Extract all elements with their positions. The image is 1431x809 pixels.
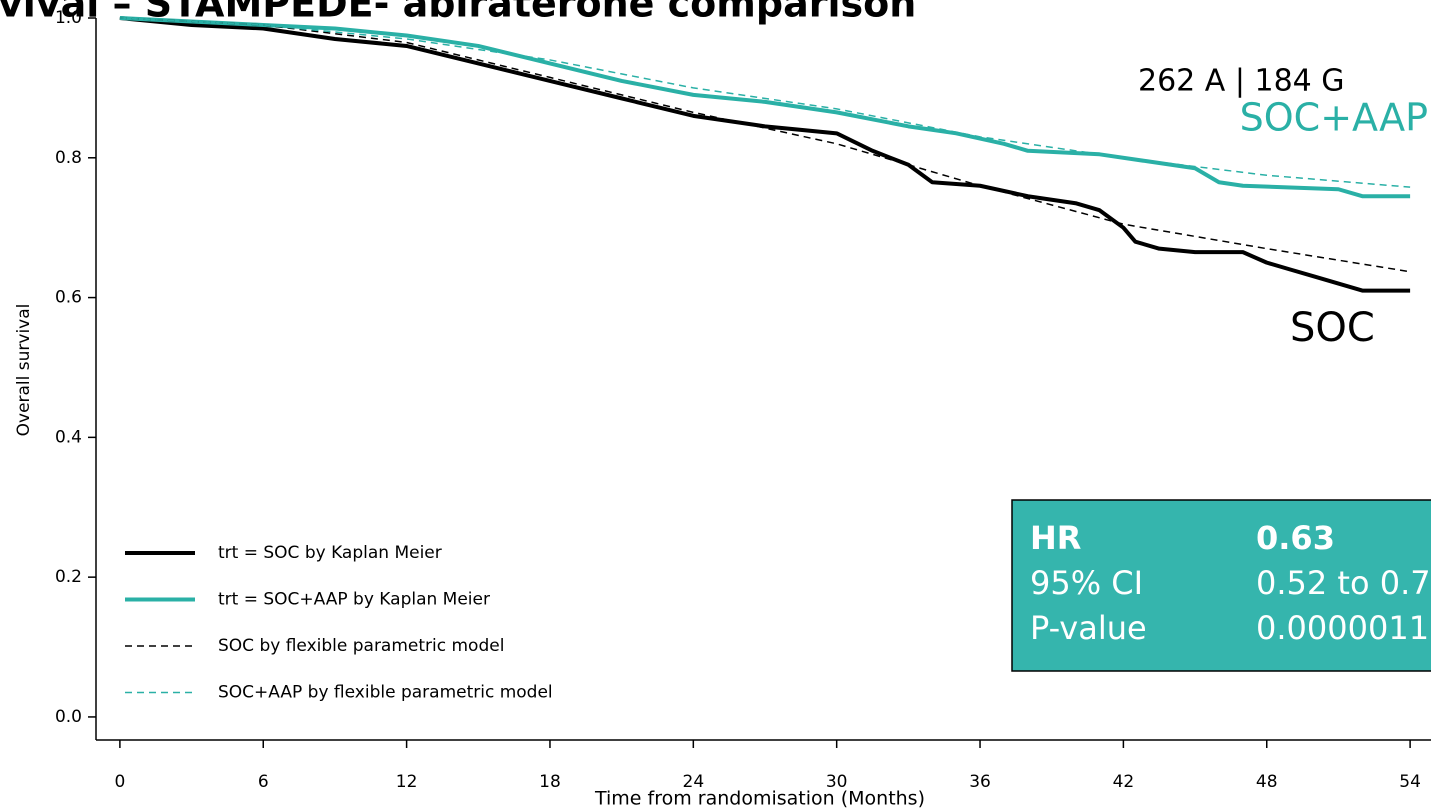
survival-line bbox=[119, 16, 1411, 199]
annotation: 262 A | 184 G bbox=[1138, 64, 1345, 99]
x-tick-label: 48 bbox=[1256, 772, 1278, 792]
stats-cell: HR bbox=[1030, 519, 1081, 557]
x-tick-label: 24 bbox=[683, 772, 705, 792]
y-tick-label: 1.0 bbox=[55, 8, 82, 28]
legend-label: trt = SOC+AAP by Kaplan Meier bbox=[218, 590, 490, 610]
legend-label: SOC+AAP by flexible parametric model bbox=[218, 683, 553, 703]
x-axis-label: Time from randomisation (Months) bbox=[594, 788, 925, 809]
y-axis-label: Overall survival bbox=[14, 304, 34, 437]
stats-cell: 95% CI bbox=[1030, 564, 1143, 602]
legend-label: SOC by flexible parametric model bbox=[218, 636, 504, 656]
x-tick-label: 6 bbox=[258, 772, 269, 792]
stats-cell: 0.0000011 bbox=[1256, 609, 1429, 647]
stats-cell: P-value bbox=[1030, 609, 1147, 647]
legend-label: trt = SOC by Kaplan Meier bbox=[218, 543, 442, 563]
survival-line bbox=[119, 16, 1411, 293]
survival-line bbox=[119, 17, 1411, 188]
survival-line bbox=[119, 17, 1411, 273]
x-tick-label: 36 bbox=[969, 772, 991, 792]
stats-cell: 0.63 bbox=[1256, 519, 1335, 557]
x-tick-label: 12 bbox=[396, 772, 418, 792]
stats-cell: 0.52 to 0.7 bbox=[1256, 564, 1431, 602]
y-tick-label: 0.6 bbox=[55, 288, 82, 308]
annotation: SOC+AAP bbox=[1240, 96, 1428, 140]
y-tick-label: 0.2 bbox=[55, 567, 82, 587]
x-tick-label: 30 bbox=[826, 772, 848, 792]
x-tick-label: 42 bbox=[1113, 772, 1135, 792]
y-tick-label: 0.8 bbox=[55, 148, 82, 168]
y-tick-label: 0.4 bbox=[55, 427, 82, 447]
stats-box bbox=[1011, 499, 1431, 672]
annotation: SOC bbox=[1290, 305, 1375, 351]
x-tick-label: 18 bbox=[539, 772, 561, 792]
y-tick-label: 0.0 bbox=[55, 707, 82, 727]
x-tick-label: 54 bbox=[1399, 772, 1421, 792]
x-tick-label: 0 bbox=[114, 772, 125, 792]
